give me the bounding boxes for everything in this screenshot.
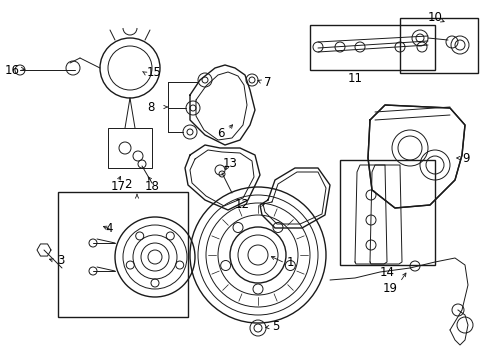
Text: 18: 18 (145, 180, 159, 193)
Text: 8: 8 (147, 100, 155, 113)
Bar (310, 25, 435, 70)
Bar (58, 192, 188, 317)
Text: 16: 16 (5, 63, 20, 77)
Text: 13: 13 (222, 157, 238, 170)
Bar (340, 160, 435, 265)
Bar (108, 128, 152, 168)
Text: 1: 1 (287, 256, 294, 270)
Text: 17: 17 (111, 180, 125, 193)
Text: 4: 4 (105, 221, 113, 234)
Text: 19: 19 (383, 282, 397, 294)
Polygon shape (368, 105, 465, 208)
Bar (400, 18, 478, 73)
Text: 6: 6 (218, 126, 225, 140)
Text: 10: 10 (428, 10, 442, 23)
Text: 15: 15 (147, 66, 162, 78)
Text: 14: 14 (379, 266, 394, 279)
Text: 9: 9 (462, 152, 469, 165)
Text: 3: 3 (57, 253, 64, 266)
Text: 5: 5 (272, 320, 279, 333)
Text: 11: 11 (347, 72, 363, 85)
Text: 12: 12 (235, 198, 250, 211)
Text: 7: 7 (264, 76, 271, 89)
Text: 2: 2 (124, 178, 132, 191)
